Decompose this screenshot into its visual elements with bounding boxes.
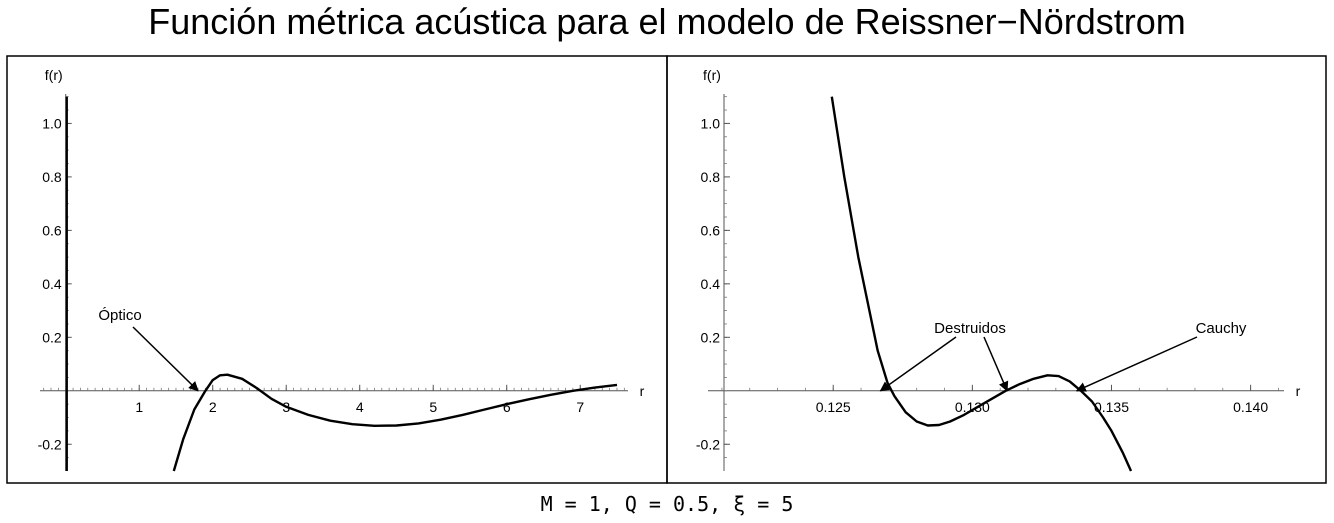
x-tick-label: 7 — [576, 399, 584, 415]
y-tick-label: 0.2 — [42, 329, 62, 345]
y-tick-label: 0.6 — [42, 222, 62, 238]
y-tick-label: -0.2 — [696, 436, 720, 452]
right-plot: 0.125 0.130 0.135 0.140 -0.2 0.2 0.4 0.6 0.8 1.0 r… — [696, 67, 1301, 472]
y-axis-label: f(r) — [45, 67, 63, 83]
y-tick-label: -0.2 — [38, 436, 62, 452]
x-axis-label: r — [1296, 383, 1301, 399]
x-tick-label: 0.125 — [816, 399, 851, 415]
y-axis-label: f(r) — [703, 67, 721, 83]
annotation-arrow — [983, 336, 1009, 392]
parameters-caption: M = 1, Q = 0.5, ξ = 5 — [540, 492, 794, 516]
annotation-arrow — [132, 326, 199, 392]
y-tick-label: 0.4 — [42, 276, 62, 292]
y-tick-label: 1.0 — [701, 115, 721, 131]
series-line — [172, 373, 618, 472]
chart-title: Función métrica acústica para el modelo … — [148, 1, 1186, 42]
annotation-label: Óptico — [98, 307, 141, 324]
y-tick-label: 0.6 — [701, 222, 721, 238]
x-tick-label: 4 — [356, 399, 364, 415]
annotation-label: Destruidos — [934, 320, 1006, 337]
annotation-arrow — [879, 336, 957, 392]
right-panel-frame — [666, 55, 1327, 484]
y-tick-label: 0.4 — [701, 276, 721, 292]
x-axis-label: r — [640, 383, 645, 399]
y-tick-label: 1.0 — [42, 115, 62, 131]
x-tick-label: 5 — [429, 399, 437, 415]
x-tick-label: 1 — [135, 399, 143, 415]
annotation-label: Cauchy — [1196, 320, 1247, 337]
series-line — [830, 96, 1133, 472]
x-tick-label: 2 — [209, 399, 217, 415]
y-tick-label: 0.8 — [42, 169, 62, 185]
left-panel-frame — [6, 55, 668, 484]
y-tick-label: 0.8 — [701, 169, 721, 185]
x-tick-label: 0.135 — [1094, 399, 1129, 415]
annotation-arrow — [1075, 336, 1198, 392]
y-tick-label: 0.2 — [701, 329, 721, 345]
x-tick-label: 0.130 — [955, 399, 990, 415]
left-plot: 1 2 3 4 5 6 7-0.20.20.40.60.81.0rf(r)Óptico — [38, 67, 645, 472]
x-tick-label: 0.140 — [1233, 399, 1268, 415]
x-tick-label: 6 — [503, 399, 511, 415]
